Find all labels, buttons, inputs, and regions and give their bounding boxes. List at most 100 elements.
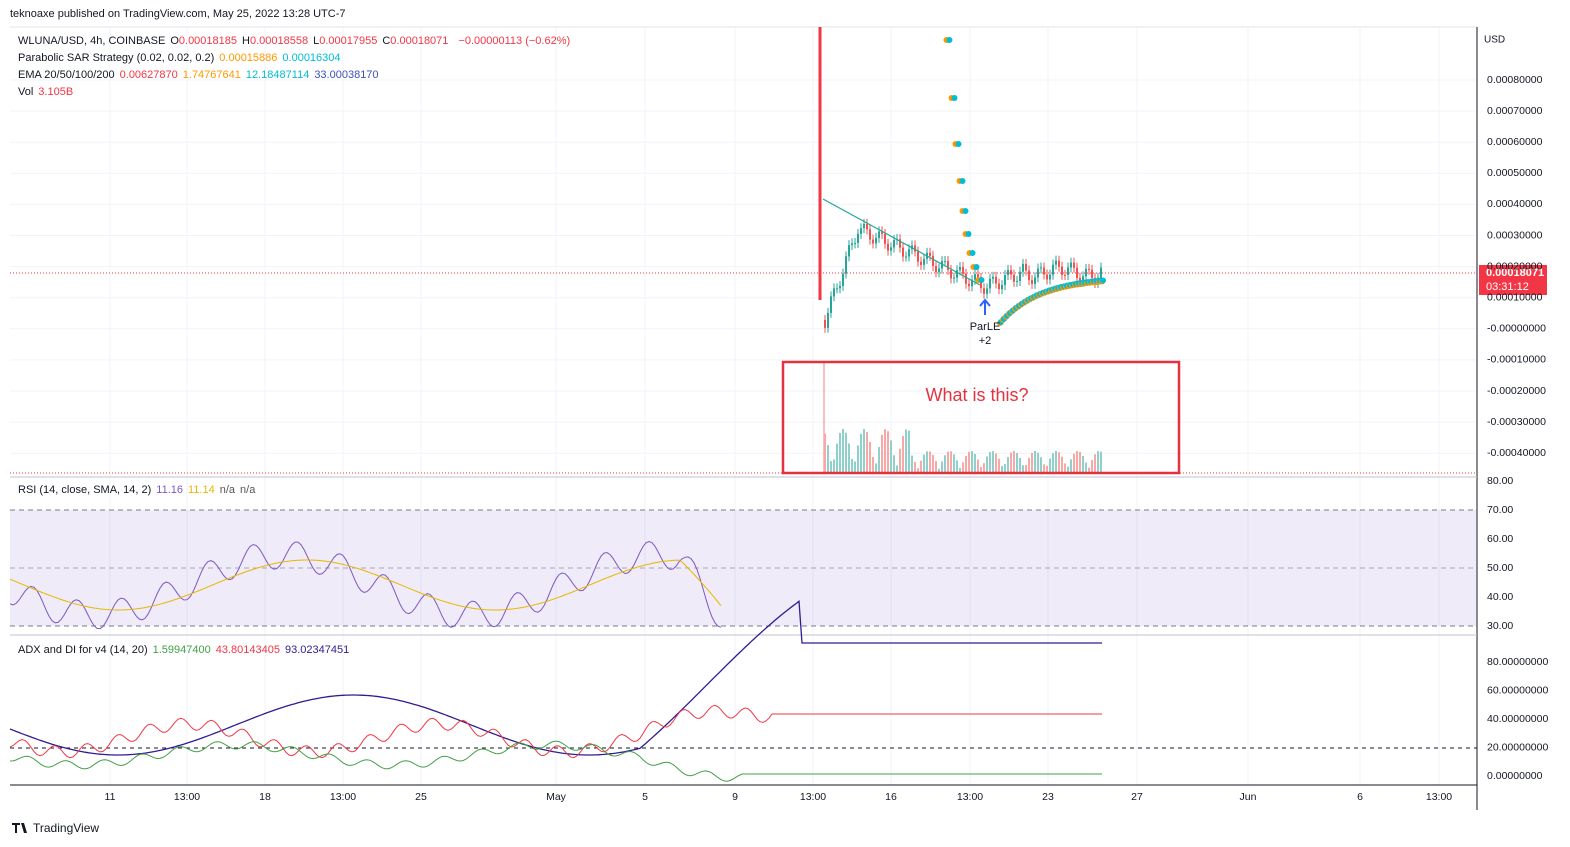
trend-line — [822, 198, 981, 286]
volume-bar — [1034, 451, 1036, 473]
candle — [836, 288, 838, 290]
price-tick: 0.00050000 — [1487, 167, 1543, 179]
volume-bar — [1073, 453, 1075, 473]
rsi-legend: RSI (14, close, SMA, 14, 2) 11.16 11.14 n/a… — [18, 484, 260, 496]
volume-bar — [932, 454, 934, 473]
indicator-value: 33.00038170 — [314, 69, 379, 81]
price-tick: 0.00080000 — [1487, 74, 1543, 86]
ohlc-value: 0.00018071 — [390, 35, 449, 47]
volume-bar — [1082, 456, 1084, 473]
candle — [977, 274, 979, 278]
candle — [956, 270, 958, 278]
volume-bar — [911, 455, 913, 473]
volume-bar — [1040, 457, 1042, 473]
volume-bar — [1100, 451, 1102, 473]
candle — [1028, 270, 1030, 281]
sar-dot — [962, 208, 969, 214]
indicator-name: EMA 20/50/100/200 — [18, 69, 115, 81]
indicator-value: 0.00015886 — [219, 52, 278, 64]
candle — [920, 261, 922, 265]
countdown: 03:31:12 — [1486, 281, 1529, 293]
indicator-value: 0.00627870 — [119, 69, 178, 81]
legend-row: Vol 3.105B — [18, 86, 78, 98]
candle — [878, 231, 880, 238]
candle — [968, 283, 970, 287]
candle — [1067, 267, 1069, 276]
volume-bar — [872, 457, 874, 473]
rsi-ma — [9, 559, 722, 611]
volume-bar — [1070, 459, 1072, 473]
ohlc-value: 0.00018185 — [178, 35, 238, 47]
candle — [1004, 274, 1006, 286]
price-tick: -0.00020000 — [1487, 385, 1546, 397]
volume-bar — [830, 461, 832, 473]
volume-bar — [1088, 467, 1090, 473]
candle — [1043, 267, 1045, 275]
currency: USD — [1484, 35, 1505, 46]
price-tick: 0.00020000 — [1487, 260, 1543, 272]
volume-bar — [959, 467, 961, 473]
candle — [860, 228, 862, 234]
volume-bar — [944, 455, 946, 473]
volume-bar — [881, 434, 883, 473]
rsi-value: n/a — [240, 484, 256, 496]
price-tick: -0.00040000 — [1487, 447, 1546, 459]
annotation-box — [781, 360, 1181, 475]
candle — [917, 251, 919, 262]
candle — [1013, 274, 1015, 282]
candle — [935, 265, 937, 273]
price-tick: -0.00010000 — [1487, 354, 1546, 366]
adx-value: 1.59947400 — [152, 644, 211, 656]
volume-bar — [863, 429, 865, 473]
volume-bar — [1067, 466, 1069, 473]
volume-bar — [878, 447, 880, 473]
candle — [1055, 260, 1057, 265]
adx-tick: 60.00000000 — [1487, 684, 1548, 696]
candle — [983, 288, 985, 294]
volume-bar — [1055, 451, 1057, 473]
volume-bar — [962, 462, 964, 473]
ohlc-value: 0.00018558 — [249, 35, 309, 47]
volume-bar — [1094, 454, 1096, 473]
candle — [845, 256, 847, 274]
candle — [848, 245, 850, 257]
volume-bar — [1001, 466, 1003, 473]
candle — [1091, 269, 1093, 278]
time-tick: 13:00 — [330, 791, 356, 803]
candle — [827, 312, 829, 328]
price-tick: 0.00040000 — [1487, 198, 1543, 210]
byline: teknoaxe published on TradingView.com, M… — [10, 8, 346, 20]
candle — [842, 273, 844, 286]
volume-bar — [941, 461, 943, 473]
candle — [950, 269, 952, 279]
volume-bar — [926, 451, 928, 473]
candle — [866, 223, 868, 230]
volume-bar — [1022, 465, 1024, 473]
volume-bar — [950, 451, 952, 473]
volume-bar — [956, 460, 958, 473]
adx-value: 93.02347451 — [284, 644, 350, 656]
legend-row: Parabolic SAR Strategy (0.02, 0.02, 0.2)… — [18, 52, 346, 64]
volume-bar — [1016, 452, 1018, 473]
candle — [947, 260, 949, 270]
candle — [1079, 277, 1081, 283]
volume-bar — [938, 468, 940, 473]
volume-bar — [1097, 451, 1099, 473]
price-tick: 0.00070000 — [1487, 105, 1543, 117]
volume-bar — [851, 459, 853, 473]
rsi-tick: 80.00 — [1487, 475, 1513, 487]
time-tick: 16 — [885, 791, 897, 803]
time-tick: 25 — [415, 791, 427, 803]
candle — [1082, 276, 1084, 283]
volume-bar — [983, 463, 985, 473]
candle — [914, 245, 916, 252]
indicator-value: 0.00016304 — [282, 52, 341, 64]
candle — [851, 243, 853, 246]
volume-bar — [842, 429, 844, 473]
legend-main: WLUNA/USD, 4h, COINBASE O0.00018185 H0.000… — [18, 35, 575, 47]
indicator-name: Parabolic SAR Strategy (0.02, 0.02, 0.2) — [18, 52, 215, 64]
volume-bar — [1028, 457, 1030, 473]
volume-bar — [1031, 452, 1033, 473]
rsi-value: n/a — [219, 484, 236, 496]
time-tick: 13:00 — [957, 791, 983, 803]
